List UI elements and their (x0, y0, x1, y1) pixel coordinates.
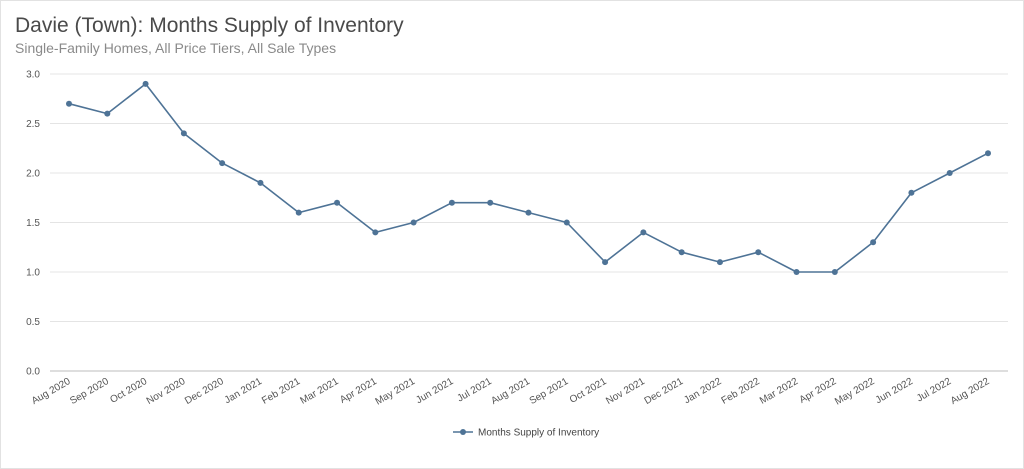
data-point[interactable] (448, 199, 455, 206)
y-tick-label: 2.0 (26, 169, 40, 180)
data-point[interactable] (334, 199, 341, 206)
x-tick-label: May 2022 (833, 376, 877, 408)
x-tick-label: Mar 2022 (758, 376, 800, 407)
y-tick-label: 0.0 (26, 367, 40, 378)
x-tick-label: Nov 2021 (604, 376, 647, 407)
x-tick-label: Jun 2021 (414, 376, 456, 406)
data-point[interactable] (66, 100, 72, 107)
y-tick-label: 1.5 (26, 218, 40, 229)
x-tick-label: Aug 2022 (949, 376, 992, 407)
x-tick-label: May 2021 (374, 376, 418, 408)
data-point[interactable] (563, 219, 570, 226)
x-tick-label: Jul 2021 (455, 376, 494, 405)
x-tick-label: Aug 2020 (30, 376, 73, 407)
data-point[interactable] (525, 209, 532, 216)
y-tick-label: 3.0 (26, 70, 40, 81)
data-point[interactable] (410, 219, 417, 226)
data-point[interactable] (219, 160, 226, 167)
series-months-supply (66, 80, 991, 275)
legend-swatch-marker (460, 429, 466, 435)
data-point[interactable] (487, 199, 494, 206)
chart-title: Davie (Town): Months Supply of Inventory (15, 14, 404, 37)
y-tick-label: 1.0 (26, 268, 40, 279)
x-tick-label: Feb 2022 (720, 376, 762, 407)
x-tick-label: Oct 2021 (568, 376, 609, 406)
x-tick-label: Jan 2021 (223, 376, 265, 406)
x-tick-label: Mar 2021 (298, 376, 340, 407)
x-tick-label: Sep 2020 (68, 376, 111, 407)
data-point[interactable] (793, 269, 800, 275)
y-axis-ticks: 0.0 0.5 1.0 1.5 2.0 2.5 3.0 (26, 70, 40, 378)
x-tick-label: Sep 2021 (528, 376, 571, 407)
x-tick-label: Jun 2022 (874, 376, 916, 406)
legend-label: Months Supply of Inventory (478, 428, 599, 439)
data-point[interactable] (295, 209, 302, 216)
data-point[interactable] (142, 80, 149, 87)
data-point[interactable] (257, 179, 264, 186)
data-point[interactable] (716, 259, 723, 266)
data-point[interactable] (908, 189, 915, 196)
data-point[interactable] (755, 249, 762, 256)
data-point[interactable] (180, 130, 187, 137)
x-tick-label: Apr 2021 (338, 376, 379, 406)
x-tick-label: Nov 2020 (145, 376, 188, 407)
x-tick-label: Oct 2020 (108, 376, 149, 406)
x-tick-label: Feb 2021 (260, 376, 302, 407)
data-point[interactable] (870, 239, 877, 246)
x-tick-label: Apr 2022 (798, 376, 839, 406)
series-line (68, 83, 989, 273)
x-tick-label: Dec 2021 (643, 376, 686, 407)
x-tick-label: Jul 2022 (915, 376, 954, 405)
data-point[interactable] (372, 229, 379, 236)
y-tick-label: 0.5 (26, 317, 40, 328)
data-point[interactable] (678, 249, 685, 256)
data-point[interactable] (946, 170, 953, 176)
legend[interactable]: Months Supply of Inventory (453, 428, 599, 439)
x-tick-label: Dec 2020 (183, 376, 226, 407)
x-tick-label: Aug 2021 (489, 376, 532, 407)
data-point[interactable] (831, 269, 838, 275)
x-tick-label: Jan 2022 (682, 376, 724, 406)
data-point[interactable] (985, 150, 991, 157)
grid-lines (50, 73, 1008, 372)
data-point[interactable] (640, 229, 647, 236)
y-tick-label: 2.5 (26, 119, 40, 130)
chart-subtitle: Single-Family Homes, All Price Tiers, Al… (15, 40, 337, 56)
data-point[interactable] (602, 259, 609, 266)
data-point[interactable] (104, 110, 111, 117)
